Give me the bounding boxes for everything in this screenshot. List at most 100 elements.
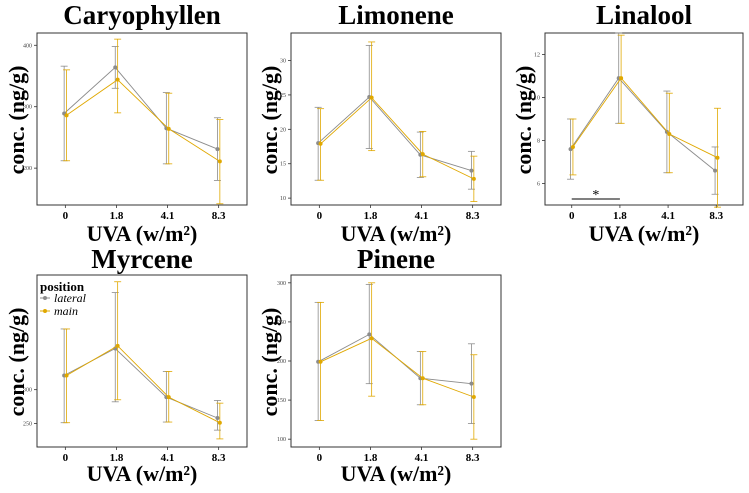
panel-frame [290,274,502,448]
x-axis-label: UVA (w/m²) [87,461,198,486]
x-tick-label: 4.1 [161,452,175,464]
data-point [713,168,718,173]
chart-panel-myrcene: Myrcene 250 300 0 1.8 4.1 8.3 UVA (w/m²) conc. (… [4,244,248,486]
series-line [66,345,221,424]
data-point [420,376,425,381]
x-tick-label: 1.8 [364,210,378,222]
series-line [63,66,218,150]
chart-panel-limonene: Limonene 10 15 20 25 30 0 1.8 4.1 8.3 UVA (w/m²) co… [257,0,502,246]
x-tick-label: 8.3 [709,210,723,222]
data-point [217,420,222,425]
y-tick-label: 10 [280,196,286,202]
x-tick-label: 8.3 [466,452,480,464]
x-tick-label: 0 [63,452,69,464]
x-tick-label: 8.3 [212,210,226,222]
data-point [166,395,171,400]
data-point [166,126,171,131]
series-line [572,77,718,159]
y-tick-label: 12 [534,53,540,59]
x-tick-label: 4.1 [415,452,429,464]
chart-panel-pinene: Pinene 100 150 200 250 300 0 1.8 4.1 8.3 UVA (w/m²… [257,244,502,486]
data-point [420,152,425,157]
y-tick-label: 250 [277,320,286,326]
series-line [570,77,716,171]
data-point [369,95,374,100]
x-axis-label: UVA (w/m²) [341,461,452,486]
panel-title: Limonene [338,0,454,30]
panel-title: Myrcene [91,244,192,274]
y-tick-label: 400 [23,43,32,49]
y-tick-label: 8 [537,139,540,145]
y-tick-label: 250 [23,421,32,427]
data-point [113,65,118,70]
legend-item-lateral: lateral [54,291,87,305]
data-point [619,76,624,81]
panel-frame [290,32,502,206]
y-tick-label: 100 [277,437,286,443]
data-point [64,373,69,378]
y-tick-label: 30 [280,59,286,65]
legend-title: position [40,279,85,294]
y-tick-label: 150 [277,398,286,404]
y-tick-label: 15 [280,162,286,168]
panel-title: Caryophyllen [63,0,221,30]
data-point [469,381,474,386]
panel-frame [544,32,744,206]
y-tick-label: 300 [23,388,32,394]
data-point [369,336,374,341]
y-tick-label: 300 [277,281,286,287]
data-point [715,155,720,160]
x-tick-label: 4.1 [161,210,175,222]
data-point [215,147,220,152]
x-tick-label: 1.8 [110,210,124,222]
series-line [320,97,474,180]
series-lateral [314,44,475,190]
x-tick-label: 1.8 [364,452,378,464]
series-main [317,41,478,202]
chart-panel-caryophyllen: Caryophyllen 200 300 400 0 1.8 4.1 8.3 UVA (w/m²… [4,0,248,246]
x-tick-label: 8.3 [212,452,226,464]
x-tick-label: 0 [317,452,323,464]
data-point [471,394,476,399]
y-tick-label: 300 [23,105,32,111]
x-tick-label: 1.8 [110,452,124,464]
panel-title: Pinene [357,244,435,274]
series-main [63,38,224,205]
y-axis-label: conc. (ng/g) [257,308,282,417]
x-tick-label: 0 [569,210,575,222]
panel-frame [36,32,248,206]
significance-star: * [592,188,599,203]
series-line [317,96,472,172]
data-point [471,176,476,181]
y-tick-label: 20 [280,127,286,133]
series-line [66,79,221,162]
y-tick-label: 6 [537,182,540,188]
x-tick-label: 0 [317,210,323,222]
data-point [217,159,222,164]
y-tick-label: 200 [277,359,286,365]
data-point [469,168,474,173]
y-tick-label: 10 [534,96,540,102]
data-point [215,415,220,420]
x-tick-label: 4.1 [415,210,429,222]
data-point [367,332,372,337]
data-point [115,343,120,348]
data-point [318,141,323,146]
series-main [569,34,721,208]
series-lateral [567,32,719,195]
data-point [318,359,323,364]
y-tick-label: 25 [280,93,286,99]
panel-title: Linalool [596,0,693,30]
data-point [570,144,575,149]
data-point [667,132,672,137]
series-main [317,282,478,440]
legend-key-point [43,296,47,300]
legend-key-point [43,309,47,313]
y-tick-label: 200 [23,166,32,172]
x-tick-label: 0 [63,210,69,222]
y-axis-label: conc. (ng/g) [511,66,536,175]
x-axis-label: UVA (w/m²) [87,221,198,246]
data-point [64,113,69,118]
